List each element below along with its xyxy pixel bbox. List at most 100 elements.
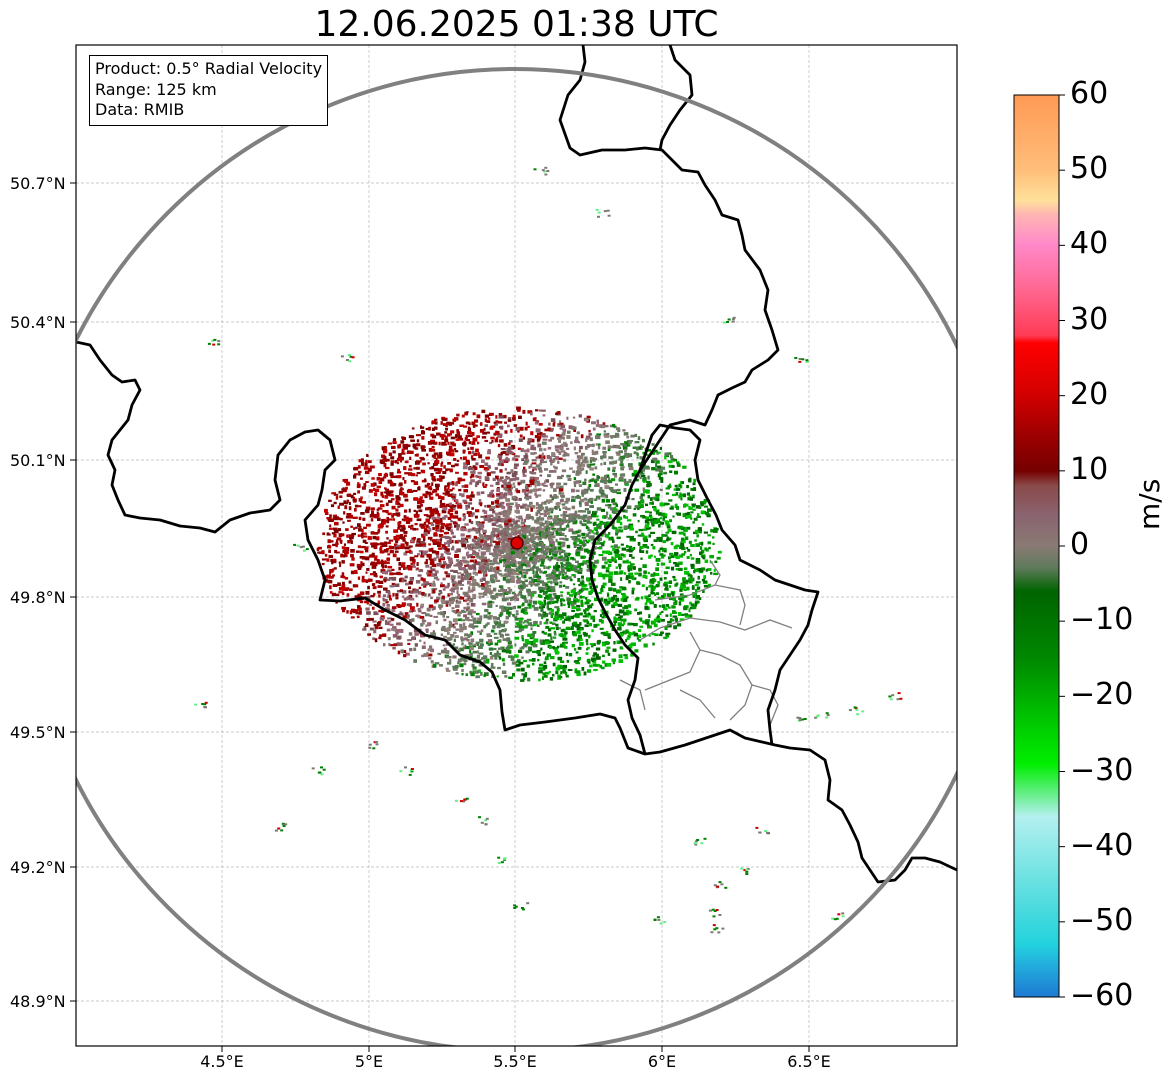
echo-pixel bbox=[391, 505, 396, 510]
echo-pixel bbox=[586, 520, 591, 524]
echo-pixel bbox=[505, 559, 510, 564]
echo-pixel bbox=[391, 606, 397, 609]
echo-pixel bbox=[570, 602, 575, 607]
echo-pixel bbox=[552, 636, 557, 639]
echo-pixel bbox=[550, 588, 556, 593]
echo-pixel bbox=[488, 647, 494, 651]
echo-pixel bbox=[556, 561, 559, 565]
echo-pixel bbox=[553, 574, 559, 578]
echo-pixel bbox=[675, 512, 680, 515]
echo-pixel bbox=[414, 555, 419, 558]
echo-pixel bbox=[500, 545, 504, 549]
echo-pixel bbox=[593, 624, 598, 628]
echo-pixel bbox=[559, 665, 563, 670]
echo-pixel bbox=[631, 472, 637, 477]
echo-pixel bbox=[406, 614, 410, 618]
echo-pixel bbox=[648, 615, 651, 618]
echo-pixel bbox=[408, 581, 413, 585]
echo-pixel bbox=[663, 515, 667, 519]
echo-pixel bbox=[592, 654, 596, 657]
echo-pixel bbox=[454, 524, 457, 528]
echo-pixel bbox=[595, 450, 599, 455]
echo-pixel bbox=[447, 593, 451, 597]
echo-pixel bbox=[532, 532, 536, 535]
echo-pixel bbox=[379, 575, 383, 579]
echo-pixel bbox=[445, 573, 451, 576]
echo-pixel bbox=[452, 665, 456, 669]
echo-pixel bbox=[555, 449, 559, 452]
echo-pixel bbox=[601, 521, 606, 525]
echo-pixel bbox=[634, 577, 637, 580]
echo-pixel bbox=[599, 520, 603, 524]
echo-pixel bbox=[605, 474, 610, 479]
echo-pixel bbox=[600, 587, 603, 590]
echo-pixel bbox=[498, 511, 502, 516]
echo-pixel bbox=[427, 622, 431, 627]
echo-pixel bbox=[497, 549, 501, 553]
echo-pixel bbox=[508, 534, 512, 538]
echo-pixel bbox=[427, 648, 431, 652]
echo-pixel bbox=[413, 509, 416, 512]
echo-pixel bbox=[557, 656, 563, 661]
echo-pixel bbox=[501, 484, 504, 488]
echo-pixel bbox=[665, 604, 669, 607]
echo-pixel bbox=[344, 505, 348, 510]
echo-pixel bbox=[573, 483, 577, 488]
echo-pixel bbox=[574, 439, 579, 444]
echo-pixel bbox=[673, 577, 676, 580]
echo-pixel bbox=[405, 542, 409, 546]
echo-pixel bbox=[329, 571, 332, 575]
echo-pixel bbox=[554, 616, 559, 620]
echo-pixel bbox=[555, 532, 561, 536]
echo-pixel bbox=[481, 547, 485, 550]
echo-pixel bbox=[543, 599, 546, 604]
echo-pixel bbox=[412, 559, 416, 563]
echo-pixel bbox=[667, 623, 672, 628]
echo-pixel bbox=[599, 546, 603, 550]
echo-pixel bbox=[533, 479, 538, 482]
echo-pixel bbox=[529, 438, 535, 443]
echo-pixel bbox=[545, 550, 548, 555]
echo-pixel bbox=[430, 596, 433, 600]
echo-pixel bbox=[520, 479, 526, 484]
echo-pixel bbox=[348, 534, 352, 538]
echo-pixel bbox=[665, 566, 670, 570]
echo-pixel bbox=[423, 527, 427, 530]
echo-pixel bbox=[356, 615, 360, 619]
echo-pixel bbox=[642, 564, 647, 568]
echo-pixel bbox=[574, 540, 578, 543]
echo-pixel bbox=[388, 539, 394, 542]
echo-pixel bbox=[455, 482, 458, 487]
echo-pixel bbox=[498, 557, 502, 561]
echo-pixel bbox=[393, 529, 399, 533]
echo-pixel bbox=[504, 675, 508, 678]
echo-pixel bbox=[571, 574, 576, 577]
echo-pixel bbox=[379, 504, 385, 508]
echo-pixel bbox=[601, 533, 604, 537]
echo-pixel bbox=[660, 479, 664, 483]
echo-pixel bbox=[478, 454, 483, 459]
echo-pixel bbox=[398, 453, 402, 457]
echo-pixel bbox=[552, 535, 556, 539]
echo-pixel bbox=[538, 667, 543, 670]
echo-pixel bbox=[371, 565, 377, 569]
echo-pixel bbox=[650, 531, 656, 534]
echo-pixel bbox=[415, 510, 418, 515]
echo-pixel bbox=[519, 580, 523, 584]
echo-pixel bbox=[516, 489, 521, 494]
echo-pixel bbox=[403, 552, 408, 556]
echo-pixel bbox=[634, 505, 640, 508]
echo-pixel bbox=[538, 531, 542, 536]
echo-pixel bbox=[560, 519, 565, 522]
echo-pixel bbox=[543, 484, 548, 487]
echo-pixel bbox=[463, 662, 467, 666]
echo-pixel bbox=[586, 577, 589, 581]
echo-pixel bbox=[479, 638, 484, 643]
echo-pixel bbox=[343, 511, 346, 515]
echo-pixel bbox=[383, 587, 388, 591]
echo-pixel bbox=[426, 607, 431, 612]
echo-pixel bbox=[345, 547, 350, 551]
echo-pixel bbox=[607, 594, 610, 597]
echo-pixel bbox=[631, 547, 634, 552]
